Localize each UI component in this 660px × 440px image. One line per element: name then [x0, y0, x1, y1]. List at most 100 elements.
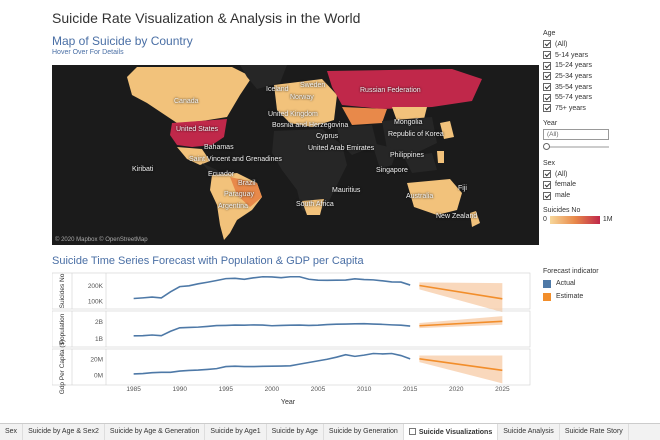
- map-region-usa: [170, 119, 227, 147]
- sheet-tab[interactable]: Suicide by Age1: [205, 424, 267, 440]
- age-filter-list: (All) 5-14 years 15-24 years 25-34 years 35-…: [543, 39, 658, 114]
- filters-panel: Age (All) 5-14 years 15-24 years 25-34 year…: [543, 30, 658, 224]
- age-checkbox[interactable]: [543, 40, 551, 49]
- year-slider[interactable]: [543, 142, 609, 151]
- sex-option-label: female: [555, 181, 577, 189]
- map-title: Map of Suicide by Country: [52, 34, 193, 48]
- sheet-tab[interactable]: Suicide by Age & Sex2: [23, 424, 105, 440]
- age-option-label: 15-24 years: [555, 62, 592, 70]
- map-label-canada: Canada: [174, 98, 199, 105]
- age-checkbox[interactable]: [543, 61, 551, 70]
- map-region-brazil: [230, 177, 262, 207]
- timeseries-chart[interactable]: Suicides No 200K 100K Population 2B 1B Gdp Per…: [52, 270, 532, 420]
- sex-option[interactable]: female: [543, 180, 658, 191]
- sheet-tab[interactable]: Suicide Visualizations: [403, 424, 499, 440]
- sheet-tab-label: Suicide Visualizations: [418, 429, 493, 436]
- year-filter-input[interactable]: (All): [543, 128, 609, 140]
- map-label-united-kingdom: United Kingdom: [268, 111, 318, 118]
- dashboard-title: Suicide Rate Visualization & Analysis in…: [52, 10, 361, 26]
- map-region-middle-east: [337, 125, 377, 155]
- map-label-uae: United Arab Emirates: [308, 145, 375, 152]
- sheet-tab-label: Suicide Analysis: [503, 428, 554, 435]
- age-checkbox[interactable]: [543, 93, 551, 102]
- sex-option[interactable]: male: [543, 190, 658, 201]
- actual-line: [133, 352, 411, 375]
- map-region-kazakh: [342, 107, 387, 125]
- map-label-russia: Russian Federation: [360, 87, 421, 94]
- legend-item-actual[interactable]: Actual: [543, 277, 599, 290]
- suicides-legend-header: Suicides No: [543, 206, 581, 214]
- age-option-label: 25-34 years: [555, 72, 592, 80]
- sheet-tab-label: Suicide by Age1: [210, 428, 261, 435]
- panel-ylabel: Suicides No: [59, 273, 66, 308]
- actual-line: [133, 275, 411, 300]
- map-label-cyprus: Cyprus: [316, 133, 339, 140]
- age-option[interactable]: 5-14 years: [543, 50, 658, 61]
- sex-filter-header: Sex: [543, 159, 556, 167]
- x-tick-label: 1990: [173, 386, 188, 393]
- map-label-united-states: United States: [176, 126, 219, 133]
- legend-swatch-estimate: [543, 292, 551, 301]
- sex-checkbox[interactable]: [543, 170, 551, 179]
- sheet-tab-label: Sex: [5, 428, 18, 435]
- legend-item-estimate[interactable]: Estimate: [543, 290, 599, 303]
- sex-checkbox[interactable]: [543, 180, 551, 189]
- age-filter-header: Age: [543, 30, 556, 37]
- sex-option[interactable]: (All): [543, 169, 658, 180]
- sheet-tab-label: Suicide by Age: [271, 428, 318, 435]
- sex-checkbox[interactable]: [543, 191, 551, 200]
- map-label-south-africa: South Africa: [296, 201, 334, 208]
- age-option-label: 35-54 years: [555, 83, 592, 91]
- world-map[interactable]: Canada United States Bahamas Saint Vince…: [52, 65, 539, 245]
- map-label-fiji: Fiji: [458, 185, 467, 192]
- x-tick-label: 2000: [265, 386, 280, 393]
- year-slider-handle[interactable]: [543, 142, 550, 150]
- map-subtitle: Hover Over For Details: [52, 49, 124, 56]
- sheet-tab-label: Suicide Rate Story: [564, 428, 623, 435]
- map-label-australia: Australia: [406, 193, 434, 200]
- age-checkbox[interactable]: [543, 72, 551, 81]
- map-label-mongolia: Mongolia: [394, 119, 423, 126]
- map-label-ecuador: Ecuador: [208, 171, 235, 178]
- panel-frame: [52, 310, 531, 348]
- map-label-bahamas: Bahamas: [204, 144, 234, 151]
- age-checkbox[interactable]: [543, 104, 551, 113]
- map-region-russia: [327, 69, 482, 109]
- age-option-label: 55-74 years: [555, 94, 592, 102]
- age-option[interactable]: 35-54 years: [543, 82, 658, 93]
- age-option[interactable]: (All): [543, 39, 658, 50]
- age-option-label: (All): [555, 40, 568, 48]
- map-label-bosnia: Bosnia and Herzegovina: [272, 122, 349, 129]
- map-region-greenland: [240, 65, 287, 89]
- sheet-tab[interactable]: Suicide Rate Story: [560, 424, 629, 440]
- dashboard-icon: [408, 428, 416, 435]
- legend-label-estimate: Estimate: [556, 293, 584, 300]
- age-option[interactable]: 75+ years: [543, 103, 658, 114]
- panel-frame: [52, 348, 531, 386]
- age-option[interactable]: 55-74 years: [543, 92, 658, 103]
- age-option[interactable]: 15-24 years: [543, 60, 658, 71]
- map-label-new-zealand: New Zealand: [436, 213, 478, 220]
- sheet-tab[interactable]: Sex: [0, 424, 24, 440]
- map-label-mauritius: Mauritius: [332, 187, 361, 194]
- age-checkbox[interactable]: [543, 83, 551, 92]
- forecast-band: [419, 355, 503, 384]
- map-region-se-asia: [404, 153, 437, 173]
- sheet-tab[interactable]: Suicide Analysis: [498, 424, 560, 440]
- forecast-legend-header: Forecast indicator: [543, 268, 599, 275]
- map-region-philippines: [437, 151, 444, 163]
- sheet-tab[interactable]: Suicide by Age: [267, 424, 324, 440]
- age-checkbox[interactable]: [543, 51, 551, 60]
- suicides-color-legend: 0 1M: [543, 215, 658, 224]
- sheet-tab[interactable]: Suicide by Generation: [324, 424, 404, 440]
- panel-ylabel: Population: [59, 313, 66, 344]
- x-tick-label: 2015: [403, 386, 418, 393]
- sex-option-label: male: [555, 192, 571, 200]
- map-region-china: [382, 117, 437, 155]
- panel-ylabel: Gdp Per Capita ($): [59, 340, 66, 395]
- map-region-south-africa: [302, 199, 324, 215]
- forecast-band: [419, 282, 503, 313]
- sheet-tab[interactable]: Suicide by Age & Generation: [105, 424, 206, 440]
- age-option[interactable]: 25-34 years: [543, 71, 658, 82]
- age-option-label: 5-14 years: [555, 51, 589, 59]
